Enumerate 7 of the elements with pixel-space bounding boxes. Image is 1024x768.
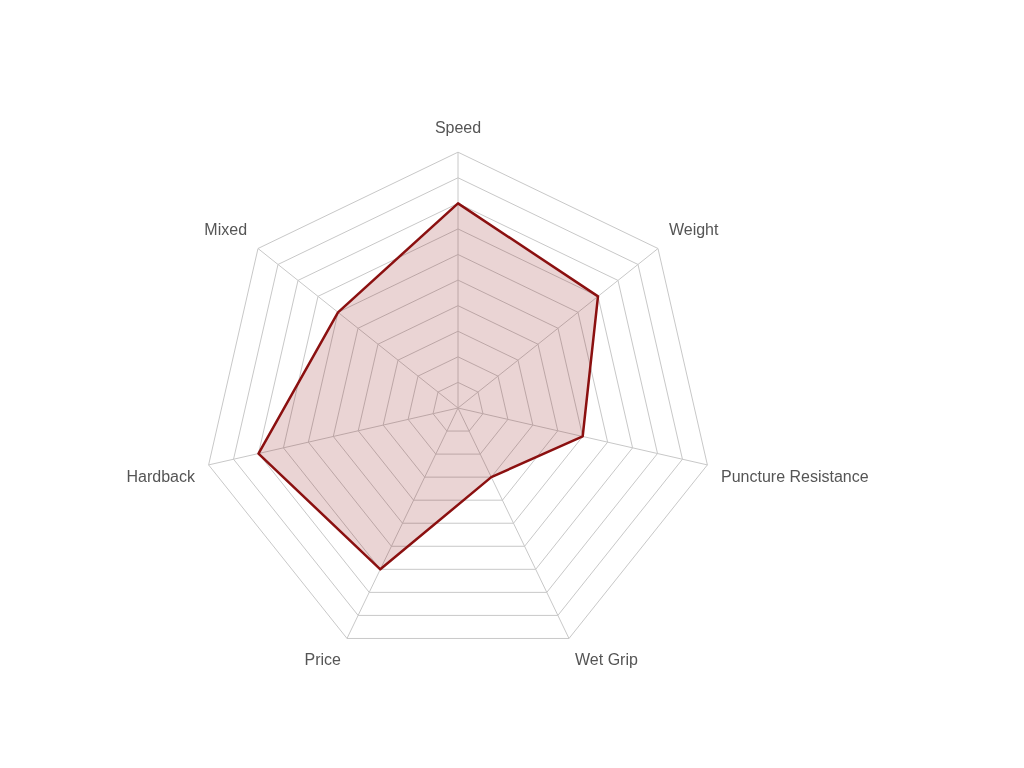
spoke-label: Wet Grip bbox=[575, 651, 638, 669]
spoke-label: Mixed bbox=[204, 220, 248, 238]
spoke-label: Speed bbox=[434, 119, 482, 137]
spoke-label: Puncture Resistance bbox=[721, 468, 869, 486]
spoke-label: Price bbox=[304, 651, 342, 669]
spoke-label: Hardback bbox=[126, 468, 196, 486]
spoke-label: Weight bbox=[668, 220, 719, 238]
